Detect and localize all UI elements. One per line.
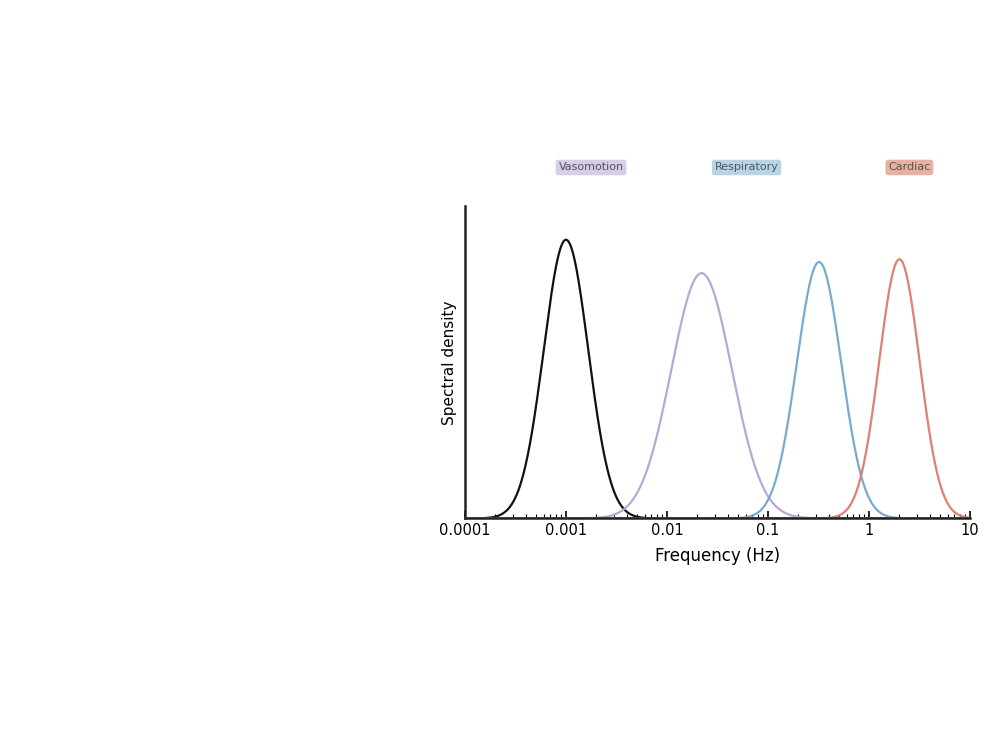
Text: Respiratory: Respiratory (715, 162, 779, 172)
X-axis label: Frequency (Hz): Frequency (Hz) (655, 547, 780, 565)
Text: PHYSIOLOGICAL
REVIEWS. © 2021: PHYSIOLOGICAL REVIEWS. © 2021 (25, 679, 219, 719)
Text: Cardiac: Cardiac (888, 162, 931, 172)
Y-axis label: Spectral density: Spectral density (442, 300, 457, 425)
Text: Vasomotion: Vasomotion (558, 162, 624, 172)
Text: american
physiological
society°: american physiological society° (895, 684, 963, 717)
